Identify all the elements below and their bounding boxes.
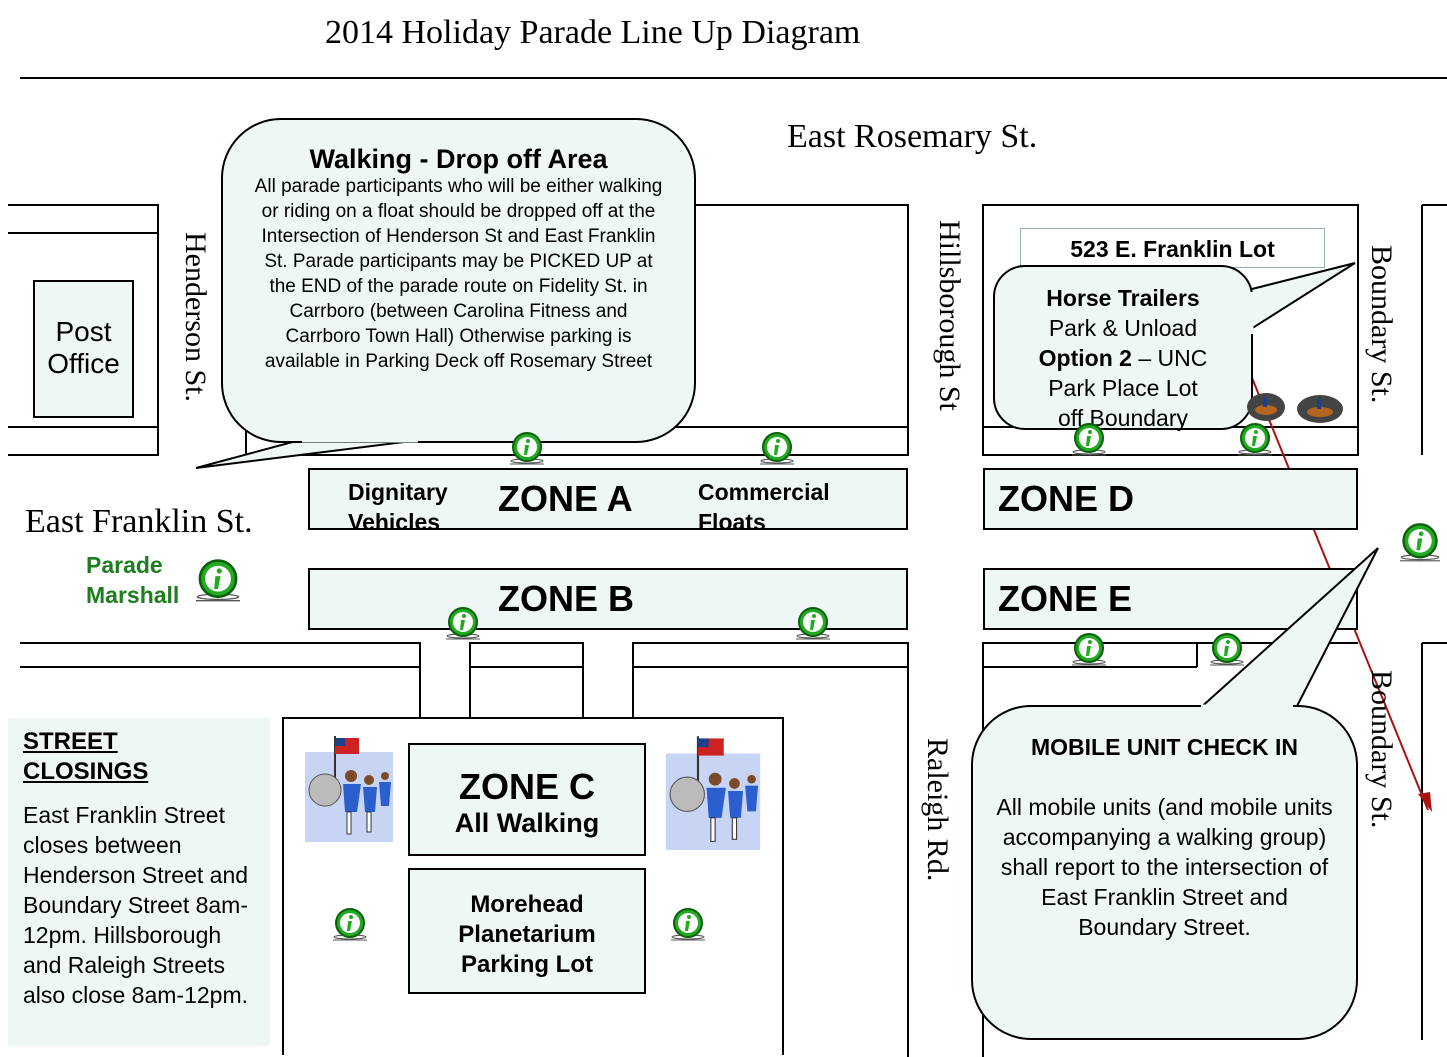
horse-rider-icon [1247, 393, 1285, 421]
street-hillsborough: Hillsborough St [933, 220, 966, 411]
info-icon [1210, 633, 1244, 666]
horse-line3: Option 2 – UNC [995, 343, 1251, 373]
horse-trailers-bubble: Horse Trailers Park & Unload Option 2 – … [993, 265, 1253, 431]
zone-c-label: ZONE C [458, 766, 595, 807]
info-icon [196, 559, 240, 602]
walking-dropoff-bubble: Walking - Drop off Area All parade parti… [221, 118, 696, 443]
zone-e [983, 568, 1358, 630]
info-icon [1072, 423, 1106, 456]
info-icon [760, 432, 794, 465]
info-icon [333, 908, 367, 941]
street-closings-panel [8, 718, 270, 1046]
horse-line2: Park & Unload [1048, 315, 1198, 341]
info-icon [1072, 633, 1106, 666]
horse-line4: Park Place Lot [1048, 375, 1198, 401]
horse-line3-rest: – UNC [1131, 345, 1208, 371]
street-raleigh: Raleigh Rd. [921, 738, 954, 882]
marching-band-icon [305, 736, 393, 842]
info-icon [510, 432, 544, 465]
walking-dropoff-heading: Walking - Drop off Area [309, 144, 608, 174]
morehead-parking-lot: Morehead Planetarium Parking Lot [408, 868, 646, 994]
info-icon [1400, 523, 1440, 562]
post-office-line1: Post [55, 316, 112, 347]
walking-dropoff-body: All parade participants who will be eith… [254, 176, 663, 372]
parade-marshall-label: Parade Marshall [86, 552, 180, 608]
street-henderson: Henderson St. [179, 232, 212, 402]
street-east-rosemary: East Rosemary St. [787, 118, 1038, 155]
morehead-line3: Parking Lot [460, 951, 593, 978]
street-closings-heading: STREET CLOSINGS [23, 727, 148, 787]
zone-e-label: ZONE E [998, 578, 1133, 619]
street-closings-body: East Franklin Street closes between Hend… [23, 802, 249, 1008]
zone-c: ZONE C All Walking [408, 743, 646, 856]
post-office-line2: Office [47, 348, 120, 379]
street-east-franklin: East Franklin St. [25, 503, 253, 540]
franklin-lot-text: 523 E. Franklin Lot [1070, 236, 1275, 262]
zone-d-label: ZONE D [998, 478, 1135, 519]
morehead-line2: Planetarium [458, 921, 596, 948]
morehead-line1: Morehead [470, 891, 584, 918]
street-boundary-top: Boundary St. [1365, 245, 1398, 404]
info-icon [671, 908, 705, 941]
mobile-unit-body: All mobile units (and mobile units accom… [996, 794, 1333, 940]
street-closings-heading-line2: CLOSINGS [23, 758, 149, 785]
zone-a [308, 468, 908, 530]
page-title: 2014 Holiday Parade Line Up Diagram [325, 14, 861, 51]
street-boundary-bottom: Boundary St. [1365, 670, 1398, 829]
zone-a-left-label: Dignitary Vehicles [348, 479, 448, 535]
horse-line1: Horse Trailers [1046, 285, 1200, 311]
zone-c-sub: All Walking [454, 808, 600, 838]
zone-b-label: ZONE B [498, 578, 635, 619]
horse-option: Option 2 [1038, 345, 1132, 371]
zone-a-right-label: Commercial Floats [698, 479, 830, 535]
franklin-lot-label: 523 E. Franklin Lot [1020, 228, 1325, 268]
info-icon [796, 607, 830, 640]
horse-rider-icon [1297, 395, 1343, 423]
post-office: Post Office [33, 280, 134, 418]
zone-a-label: ZONE A [498, 478, 633, 519]
marching-band-icon [665, 736, 761, 850]
info-icon [446, 607, 480, 640]
mobile-unit-heading: MOBILE UNIT CHECK IN [1030, 734, 1299, 760]
info-icon [1238, 423, 1272, 456]
mobile-unit-bubble: MOBILE UNIT CHECK IN All mobile units (a… [971, 705, 1358, 1040]
street-closings-heading-line1: STREET [23, 728, 118, 755]
title-divider [20, 77, 1447, 79]
zone-d [983, 468, 1358, 530]
